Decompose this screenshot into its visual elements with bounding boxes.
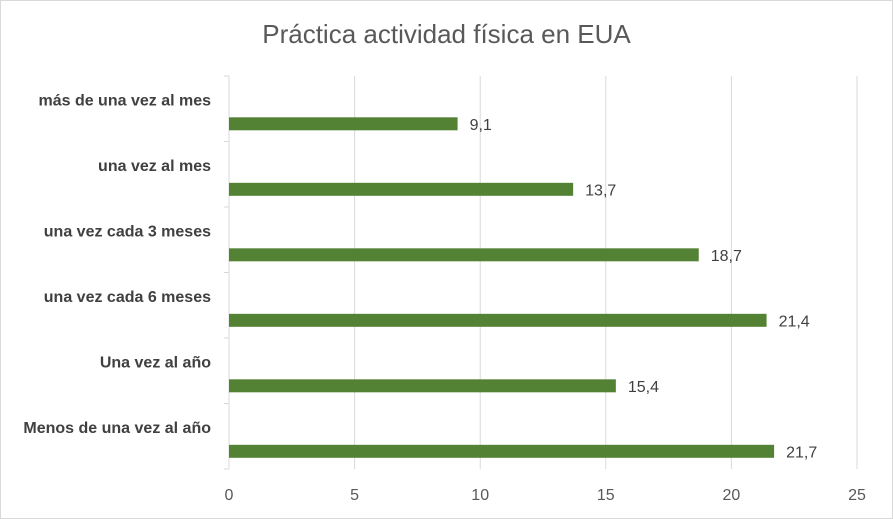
- bar: [229, 379, 616, 393]
- category-label: Una vez al año: [100, 355, 211, 372]
- x-tick-label: 20: [723, 487, 741, 504]
- category-label: una vez cada 6 meses: [44, 289, 211, 306]
- category-label: más de una vez al mes: [38, 93, 211, 110]
- data-label: 13,7: [585, 182, 616, 199]
- data-label: 21,7: [786, 444, 817, 461]
- data-label: 18,7: [711, 248, 742, 265]
- category-label: Menos de una vez al año: [23, 420, 211, 437]
- bar: [229, 117, 458, 131]
- category-label: una vez al mes: [98, 158, 211, 175]
- data-label: 21,4: [779, 313, 810, 330]
- x-tick-label: 10: [471, 487, 489, 504]
- category-label: una vez cada 3 meses: [44, 224, 211, 241]
- bar: [229, 313, 767, 327]
- bar: [229, 182, 574, 196]
- x-tick-label: 25: [848, 487, 866, 504]
- data-label: 15,4: [628, 379, 659, 396]
- bar: [229, 248, 699, 262]
- x-tick-label: 15: [597, 487, 615, 504]
- data-label: 9,1: [470, 117, 492, 134]
- x-tick-label: 0: [225, 487, 234, 504]
- chart-title: Práctica actividad física en EUA: [262, 19, 631, 49]
- x-tick-label: 5: [350, 487, 359, 504]
- bar: [229, 444, 775, 458]
